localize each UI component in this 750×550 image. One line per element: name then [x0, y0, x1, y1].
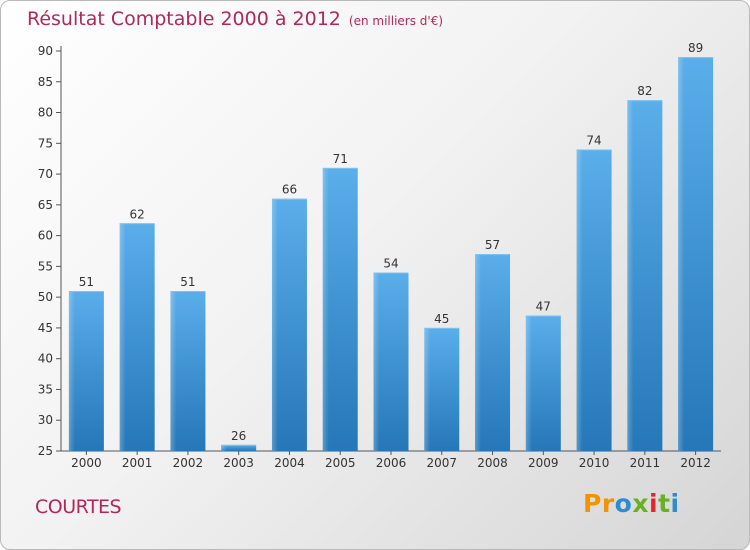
value-label: 54	[383, 257, 398, 271]
y-tick-label: 55	[38, 259, 53, 273]
y-tick-label: 25	[38, 444, 53, 458]
bar-highlight	[68, 291, 75, 451]
x-tick-label: 2009	[528, 456, 559, 470]
x-tick-label: 2008	[477, 456, 508, 470]
x-tick-label: 2012	[680, 456, 711, 470]
y-tick-label: 75	[38, 136, 53, 150]
value-label: 89	[688, 41, 703, 55]
bar-highlight	[627, 100, 634, 451]
bar-highlight	[221, 444, 228, 451]
bar-highlight	[678, 57, 685, 452]
bar-highlight	[475, 254, 482, 451]
bar-highlight	[322, 167, 329, 451]
x-tick-label: 2001	[122, 456, 153, 470]
value-label: 71	[333, 152, 348, 166]
chart-labels: 51 2000 62 2001 51 2002 26 2003 66 2004 71 2005 54 20…	[71, 41, 711, 470]
value-label: 62	[130, 207, 145, 221]
y-tick-label: 70	[38, 167, 53, 181]
bar-highlight	[576, 149, 583, 451]
y-tick-label: 90	[38, 44, 53, 58]
town-name: COURTES	[35, 496, 122, 518]
y-tick-label: 50	[38, 290, 53, 304]
value-label: 47	[536, 300, 551, 314]
y-tick-label: 45	[38, 321, 53, 335]
y-tick-label: 60	[38, 229, 53, 243]
x-tick-label: 2010	[579, 456, 610, 470]
y-tick-label: 30	[38, 413, 53, 427]
chart-bars	[68, 57, 714, 452]
x-tick-label: 2000	[71, 456, 102, 470]
value-label: 26	[231, 429, 246, 443]
x-tick-label: 2011	[630, 456, 661, 470]
value-label: 45	[434, 312, 449, 326]
bar-highlight	[170, 291, 177, 451]
y-tick-label: 85	[38, 75, 53, 89]
x-tick-label: 2003	[223, 456, 254, 470]
x-tick-label: 2004	[274, 456, 305, 470]
bar-highlight	[373, 272, 380, 451]
chart-title: Résultat Comptable 2000 à 2012 (en millie…	[27, 8, 443, 30]
chart-title-main: Résultat Comptable 2000 à 2012	[27, 8, 341, 30]
bar	[221, 444, 257, 451]
value-label: 74	[586, 133, 601, 147]
bar-highlight	[119, 223, 126, 451]
x-tick-label: 2007	[426, 456, 457, 470]
chart-subtitle: (en milliers d'€)	[348, 14, 444, 28]
value-label: 82	[637, 84, 652, 98]
bar-highlight	[271, 198, 278, 451]
bar-highlight	[525, 315, 532, 451]
x-tick-label: 2006	[376, 456, 407, 470]
value-label: 51	[180, 275, 195, 289]
x-tick-label: 2002	[173, 456, 204, 470]
value-label: 57	[485, 238, 500, 252]
y-tick-label: 65	[38, 198, 53, 212]
y-tick-label: 40	[38, 352, 53, 366]
y-tick-label: 80	[38, 106, 53, 120]
value-label: 66	[282, 183, 297, 197]
bar-highlight	[424, 327, 431, 451]
proxiti-logo: Proxiti	[583, 489, 680, 518]
value-label: 51	[79, 275, 94, 289]
x-tick-label: 2005	[325, 456, 356, 470]
y-tick-label: 35	[38, 382, 53, 396]
